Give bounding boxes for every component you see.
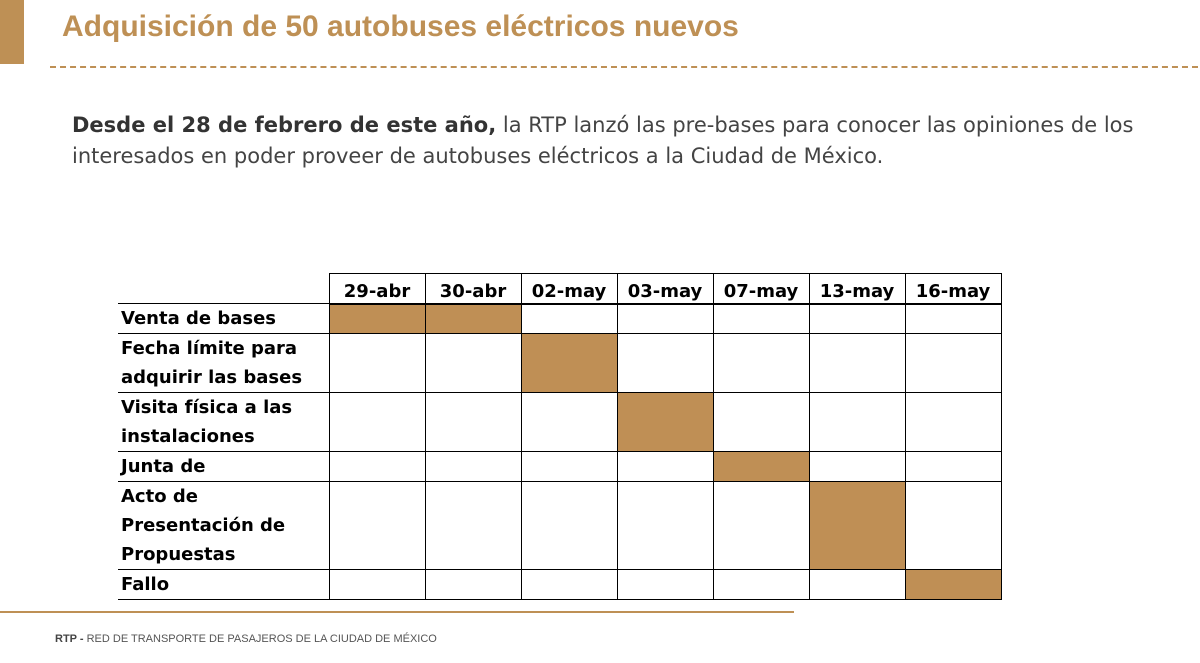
intro-text: la RTP lanzó las pre-bases para conocer … — [72, 113, 1134, 168]
footer-separator: - — [76, 633, 87, 645]
schedule-cell — [328, 451, 426, 482]
footer-org-abbr: RTP — [55, 633, 77, 645]
schedule-cell — [328, 303, 426, 334]
schedule-row: Acto de Presentación de Propuestas — [118, 481, 1002, 570]
schedule-cell — [424, 392, 522, 452]
date-header: 13-may — [808, 273, 906, 305]
footer: RTP - RED DE TRANSPORTE DE PASAJEROS DE … — [55, 633, 437, 645]
schedule-cell — [904, 451, 1002, 482]
schedule-cell — [904, 333, 1002, 393]
activity-label: Junta de — [118, 451, 330, 482]
schedule-row: Fallo — [118, 569, 1002, 600]
date-header: 07-may — [712, 273, 810, 305]
schedule-row: Fecha límite para adquirir las bases — [118, 333, 1002, 393]
schedule-cell — [520, 303, 618, 334]
schedule-cell — [616, 451, 714, 482]
schedule-cell — [808, 451, 906, 482]
schedule-cell — [616, 303, 714, 334]
schedule-cell — [808, 392, 906, 452]
schedule-cell — [808, 303, 906, 334]
schedule-row: Visita física a las instalaciones — [118, 392, 1002, 452]
schedule-corner-cell — [118, 274, 329, 304]
schedule-row: Venta de bases — [118, 303, 1002, 334]
schedule-cell — [424, 569, 522, 600]
schedule-cell — [520, 333, 618, 393]
schedule-cell — [328, 569, 426, 600]
schedule-cell — [712, 569, 810, 600]
footer-org-name: RED DE TRANSPORTE DE PASAJEROS DE LA CIU… — [86, 633, 437, 645]
schedule-cell — [808, 569, 906, 600]
date-header: 16-may — [904, 273, 1002, 305]
schedule-cell — [712, 392, 810, 452]
activity-label: Fallo — [118, 569, 330, 600]
intro-bold-text: Desde el 28 de febrero de este año, — [72, 113, 497, 137]
schedule-cell — [616, 333, 714, 393]
schedule-cell — [616, 392, 714, 452]
schedule-cell — [424, 451, 522, 482]
activity-label: Fecha límite para adquirir las bases — [118, 333, 330, 393]
schedule-cell — [808, 481, 906, 570]
schedule-cell — [328, 333, 426, 393]
schedule-cell — [520, 569, 618, 600]
activity-label: Venta de bases — [118, 303, 330, 334]
schedule-row: Junta de — [118, 451, 1002, 482]
activity-label: Acto de Presentación de Propuestas — [118, 481, 330, 570]
schedule-cell — [424, 481, 522, 570]
date-header: 03-may — [616, 273, 714, 305]
schedule-cell — [520, 392, 618, 452]
schedule-cell — [904, 392, 1002, 452]
date-header: 02-may — [520, 273, 618, 305]
schedule-cell — [712, 451, 810, 482]
schedule-cell — [424, 303, 522, 334]
header-accent-bar — [0, 0, 24, 64]
schedule-table: 29-abr 30-abr 02-may 03-may 07-may 13-ma… — [118, 273, 1002, 600]
schedule-cell — [712, 481, 810, 570]
schedule-cell — [904, 481, 1002, 570]
intro-paragraph: Desde el 28 de febrero de este año, la R… — [72, 110, 1152, 172]
schedule-cell — [328, 392, 426, 452]
schedule-cell — [424, 333, 522, 393]
schedule-cell — [712, 333, 810, 393]
schedule-cell — [328, 481, 426, 570]
title-divider — [50, 66, 1198, 68]
page-title: Adquisición de 50 autobuses eléctricos n… — [62, 10, 739, 43]
footer-divider — [0, 611, 794, 613]
date-header: 30-abr — [424, 273, 522, 305]
schedule-cell — [616, 481, 714, 570]
schedule-cell — [904, 569, 1002, 600]
date-header: 29-abr — [328, 273, 426, 305]
activity-label: Visita física a las instalaciones — [118, 392, 330, 452]
schedule-header-row: 29-abr 30-abr 02-may 03-may 07-may 13-ma… — [118, 273, 1002, 305]
schedule-cell — [904, 303, 1002, 334]
schedule-cell — [616, 569, 714, 600]
schedule-cell — [520, 481, 618, 570]
schedule-cell — [520, 451, 618, 482]
schedule-cell — [808, 333, 906, 393]
schedule-cell — [712, 303, 810, 334]
